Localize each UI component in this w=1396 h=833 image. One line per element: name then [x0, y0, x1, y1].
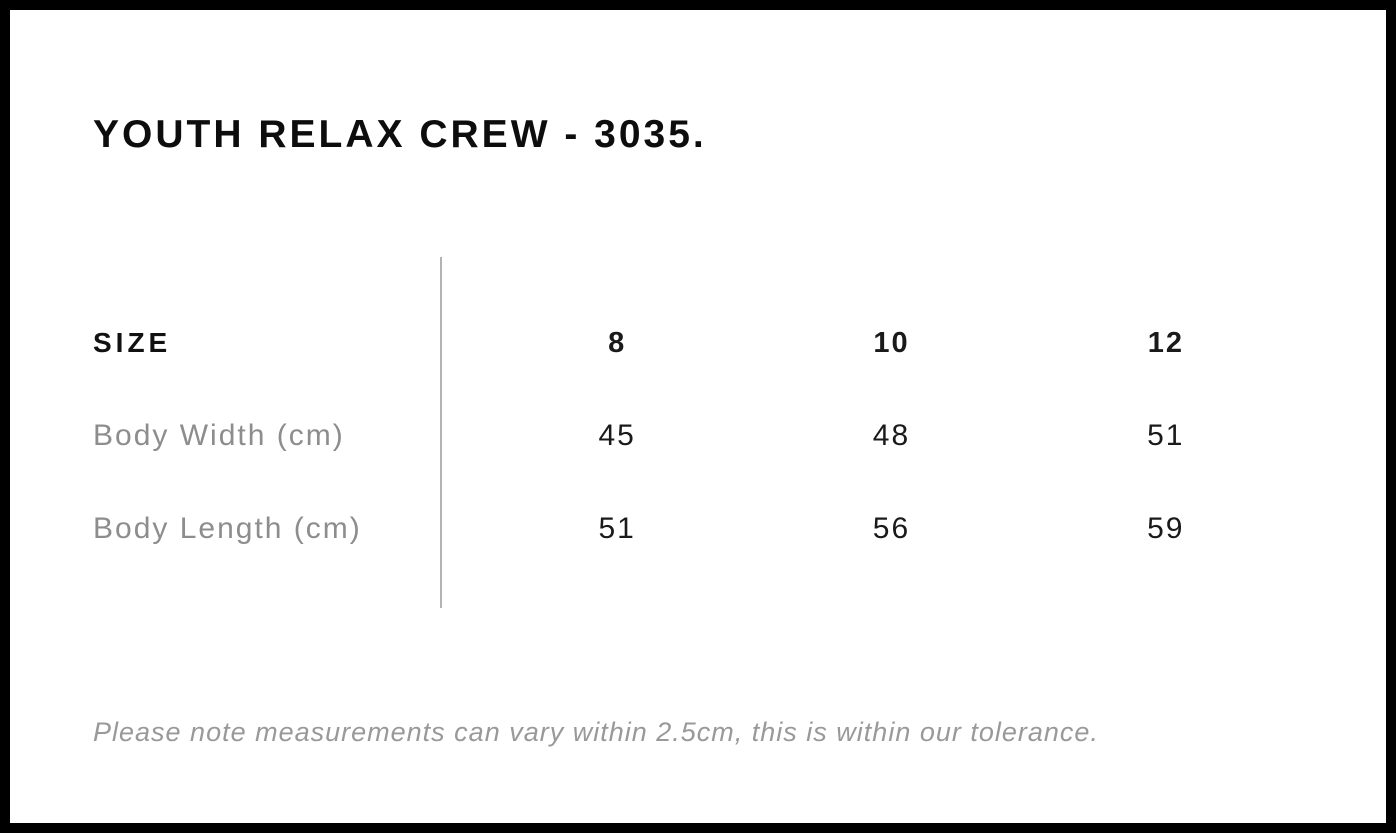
body-width-label: Body Width (cm)	[93, 419, 345, 452]
body-width-size-12: 51	[1147, 419, 1185, 452]
body-length-size-10: 56	[872, 512, 911, 545]
table-row-body-width: Body Width (cm) 45 48 51	[93, 421, 1303, 451]
body-width-size-8: 45	[598, 419, 636, 452]
vertical-divider	[440, 257, 442, 608]
body-width-size-10: 48	[872, 419, 911, 452]
size-column-header: SIZE	[93, 327, 172, 358]
size-header-12: 12	[1147, 327, 1184, 359]
size-header-10: 10	[873, 327, 910, 359]
body-length-label: Body Length (cm)	[93, 512, 362, 545]
size-header-8: 8	[608, 327, 627, 359]
tolerance-note: Please note measurements can vary within…	[93, 717, 1099, 747]
body-length-values: 51 56 59	[440, 514, 1303, 544]
body-width-values: 45 48 51	[440, 421, 1303, 451]
table-header-row: SIZE 8 10 12	[93, 329, 1303, 358]
size-table: SIZE 8 10 12 Body Width (cm) 45 48 51 Bo…	[93, 257, 1303, 608]
body-length-size-12: 59	[1147, 512, 1185, 545]
size-columns: 8 10 12	[440, 329, 1303, 358]
table-row-body-length: Body Length (cm) 51 56 59	[93, 514, 1303, 544]
page-title: YOUTH RELAX CREW - 3035.	[93, 113, 707, 156]
body-length-size-8: 51	[598, 512, 636, 545]
